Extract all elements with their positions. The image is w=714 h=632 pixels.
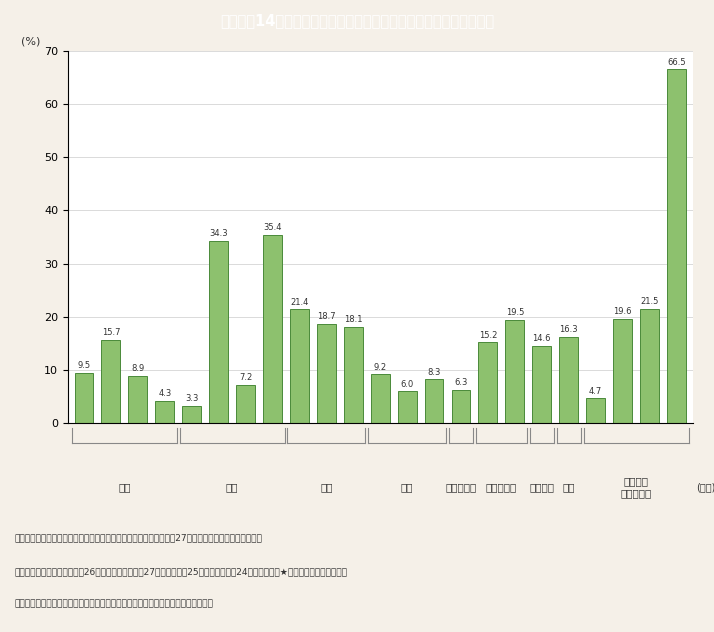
Bar [613, 319, 632, 423]
Text: ２．原則として平成26年値。ただし，＊は27年値，＊＊は25年値，＊＊＊は24年値。なお，★印は，第３次男女共同参: ２．原則として平成26年値。ただし，＊は27年値，＊＊は25年値，＊＊＊は24年… [14, 568, 347, 576]
Text: 19.6: 19.6 [613, 307, 632, 317]
Text: メディア: メディア [529, 482, 554, 492]
Bar [398, 391, 416, 423]
Text: 34.3: 34.3 [209, 229, 228, 238]
Text: 3.3: 3.3 [185, 394, 198, 403]
Text: その他の
専門的職業: その他の 専門的職業 [620, 477, 652, 498]
Text: 地域: 地域 [563, 482, 575, 492]
Text: 画基本計画において当該項目が成果目標として掲げられているもの。: 画基本計画において当該項目が成果目標として掲げられているもの。 [14, 600, 213, 609]
Bar [317, 324, 336, 423]
Bar [425, 379, 443, 423]
Text: 21.4: 21.4 [290, 298, 308, 307]
Text: 14.6: 14.6 [533, 334, 551, 343]
Text: 行政: 行政 [226, 482, 238, 492]
Text: (%): (%) [21, 37, 41, 47]
Text: 66.5: 66.5 [667, 58, 685, 66]
Text: （備考）１．内閣府「女性の政策・方針決定参画状況調べ」（平成27年１月）より一部情報を更新。: （備考）１．内閣府「女性の政策・方針決定参画状況調べ」（平成27年１月）より一部… [14, 533, 262, 542]
Bar [586, 398, 605, 423]
Text: 15.7: 15.7 [101, 328, 120, 337]
Bar [209, 241, 228, 423]
Text: 9.5: 9.5 [77, 361, 91, 370]
Bar [506, 320, 524, 423]
Bar [129, 376, 147, 423]
Text: 教育・研究: 教育・研究 [486, 482, 517, 492]
Bar [182, 406, 201, 423]
Text: 16.3: 16.3 [559, 325, 578, 334]
Bar [74, 373, 94, 423]
Bar [533, 346, 551, 423]
Text: 4.7: 4.7 [589, 387, 603, 396]
Bar [263, 235, 282, 423]
Text: 8.9: 8.9 [131, 365, 144, 374]
Bar [344, 327, 363, 423]
Text: 18.1: 18.1 [344, 315, 363, 324]
Bar [667, 70, 686, 423]
Bar [290, 310, 309, 423]
Text: 政治: 政治 [118, 482, 131, 492]
Bar [156, 401, 174, 423]
Text: 9.2: 9.2 [373, 363, 387, 372]
Bar [101, 340, 121, 423]
Text: 18.7: 18.7 [317, 312, 336, 321]
Text: 21.5: 21.5 [640, 297, 659, 307]
Text: 15.2: 15.2 [478, 331, 497, 340]
Text: 6.3: 6.3 [454, 378, 468, 387]
Text: 雇用: 雇用 [401, 482, 413, 492]
Text: 農林水産業: 農林水産業 [446, 482, 477, 492]
Text: Ｉ－１－14図　各分野における「指導的地位」に女性が占める割合: Ｉ－１－14図 各分野における「指導的地位」に女性が占める割合 [220, 13, 494, 28]
Text: 6.0: 6.0 [401, 380, 413, 389]
Bar [559, 337, 578, 423]
Bar [371, 374, 390, 423]
Text: 7.2: 7.2 [239, 374, 252, 382]
Bar [451, 390, 471, 423]
Text: 35.4: 35.4 [263, 223, 282, 232]
Text: 4.3: 4.3 [158, 389, 171, 398]
Bar [236, 385, 255, 423]
Bar [640, 309, 659, 423]
Text: 司法: 司法 [320, 482, 333, 492]
Text: 8.3: 8.3 [428, 368, 441, 377]
Bar [478, 343, 498, 423]
Text: 19.5: 19.5 [506, 308, 524, 317]
Text: (分野): (分野) [697, 482, 714, 492]
